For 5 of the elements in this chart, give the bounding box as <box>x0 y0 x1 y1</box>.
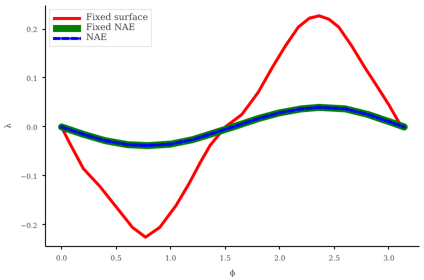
x-axis-title: ϕ <box>230 268 236 278</box>
legend-label: Fixed surface <box>86 13 148 23</box>
legend-label: Fixed NAE <box>86 23 136 33</box>
y-axis-title: λ <box>4 123 12 129</box>
legend-label: NAE <box>86 33 107 43</box>
